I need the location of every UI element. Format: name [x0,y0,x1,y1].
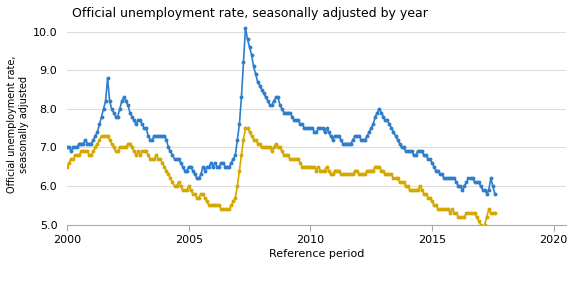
Y-axis label: Official unemployment rate,
seasonally adjusted: Official unemployment rate, seasonally a… [7,56,29,193]
Females [63,165,70,168]
Males [483,192,490,196]
Females [433,204,439,207]
Males [382,119,389,122]
Legend: Males, Females: Males, Females [233,286,400,288]
Females [370,169,377,172]
Males [63,146,70,149]
Males [370,122,377,126]
Text: Official unemployment rate, seasonally adjusted by year: Official unemployment rate, seasonally a… [72,7,428,20]
Line: Females: Females [66,127,496,230]
Females [382,173,389,176]
Females [242,126,249,130]
Females [96,138,103,141]
Females [479,227,486,230]
Females [272,142,279,145]
Males [96,122,103,126]
X-axis label: Reference period: Reference period [269,249,364,259]
Females [491,211,498,215]
Males [433,169,439,172]
Males [86,142,93,145]
Females [86,154,93,157]
Line: Males: Males [66,26,496,195]
Males [272,96,279,99]
Males [242,26,249,29]
Males [491,192,498,196]
